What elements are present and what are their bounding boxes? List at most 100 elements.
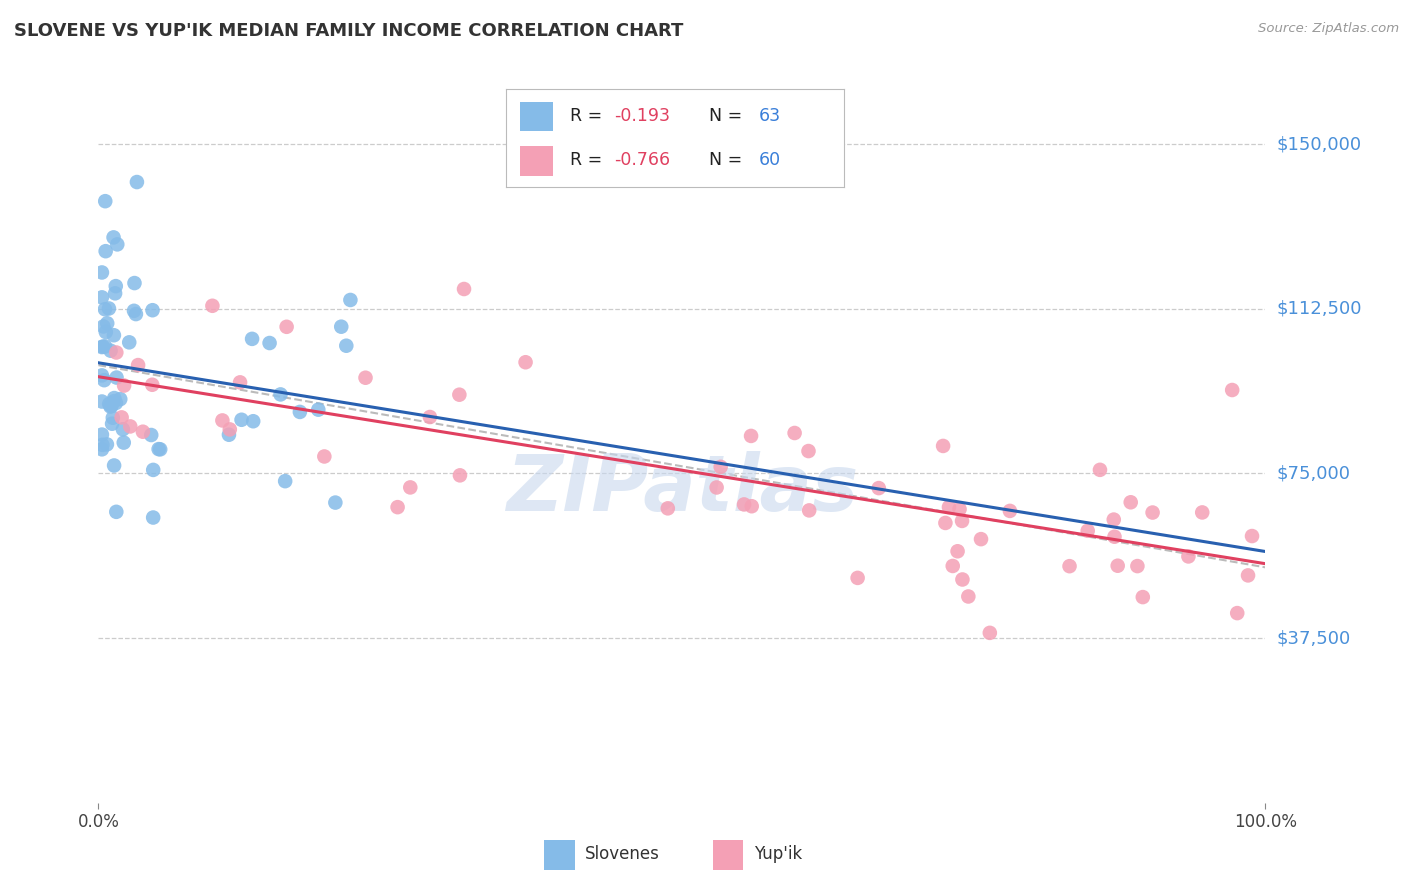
Point	[120, 419, 142, 434]
FancyBboxPatch shape	[520, 146, 554, 176]
Point	[970, 532, 993, 546]
Point	[325, 495, 347, 509]
Point	[1059, 559, 1081, 574]
Point	[387, 500, 409, 515]
Point	[118, 335, 141, 350]
Point	[1119, 495, 1142, 509]
Point	[932, 439, 955, 453]
Point	[419, 410, 441, 425]
Point	[1142, 506, 1164, 520]
Text: Slovenes: Slovenes	[585, 845, 659, 863]
Point	[399, 480, 422, 494]
Point	[103, 230, 125, 244]
Point	[218, 422, 240, 436]
Point	[93, 319, 115, 334]
Point	[103, 328, 125, 343]
Point	[1107, 558, 1129, 573]
Text: N =: N =	[709, 107, 748, 125]
Point	[741, 500, 763, 514]
Point	[141, 377, 163, 392]
Point	[657, 501, 679, 516]
Point	[740, 429, 762, 443]
Text: R =: R =	[571, 107, 607, 125]
Point	[948, 502, 970, 516]
Point	[783, 425, 806, 440]
Point	[1077, 524, 1099, 538]
Point	[90, 340, 112, 354]
Point	[515, 355, 537, 369]
Point	[846, 571, 869, 585]
Point	[111, 410, 134, 425]
Text: R =: R =	[571, 151, 607, 169]
Point	[1104, 530, 1126, 544]
Point	[270, 387, 292, 401]
FancyBboxPatch shape	[713, 840, 744, 870]
Point	[94, 302, 117, 317]
Text: $150,000: $150,000	[1277, 135, 1361, 153]
Point	[105, 370, 128, 384]
Point	[101, 410, 124, 425]
Point	[142, 510, 165, 524]
Point	[335, 339, 357, 353]
Point	[132, 425, 155, 439]
Point	[103, 394, 125, 409]
Point	[952, 573, 974, 587]
Point	[946, 544, 969, 558]
Point	[125, 175, 148, 189]
Point	[90, 265, 112, 279]
Point	[242, 414, 264, 428]
Text: N =: N =	[709, 151, 748, 169]
Point	[274, 474, 297, 488]
Point	[998, 504, 1021, 518]
Point	[103, 458, 125, 473]
Point	[1220, 383, 1243, 397]
Point	[288, 405, 311, 419]
Point	[100, 400, 122, 414]
Point	[90, 394, 112, 409]
Text: 63: 63	[759, 107, 782, 125]
Point	[276, 319, 298, 334]
Point	[141, 303, 163, 318]
Point	[231, 413, 253, 427]
Point	[710, 459, 733, 474]
Point	[94, 325, 117, 339]
Point	[1088, 463, 1111, 477]
Point	[314, 450, 336, 464]
Point	[112, 435, 135, 450]
Point	[453, 282, 475, 296]
Point	[799, 503, 821, 517]
Point	[96, 316, 118, 330]
FancyBboxPatch shape	[544, 840, 575, 870]
Point	[122, 303, 145, 318]
Text: Source: ZipAtlas.com: Source: ZipAtlas.com	[1258, 22, 1399, 36]
Point	[94, 194, 117, 209]
Point	[868, 481, 890, 495]
Point	[105, 505, 128, 519]
Point	[104, 279, 127, 293]
Point	[957, 590, 980, 604]
Point	[149, 442, 172, 457]
Point	[1132, 590, 1154, 604]
Point	[950, 514, 973, 528]
Point	[98, 397, 121, 411]
Point	[259, 336, 281, 351]
Point	[733, 498, 755, 512]
Point	[100, 343, 122, 358]
Point	[942, 558, 965, 573]
Point	[101, 417, 124, 431]
Point	[1237, 568, 1260, 582]
Point	[90, 442, 112, 457]
Point	[307, 402, 329, 417]
Text: $37,500: $37,500	[1277, 629, 1351, 647]
Point	[706, 480, 728, 494]
Point	[96, 437, 118, 451]
Point	[104, 286, 127, 301]
Point	[104, 396, 127, 410]
Point	[110, 392, 132, 406]
Point	[94, 244, 117, 259]
Point	[240, 332, 263, 346]
Point	[148, 442, 170, 456]
Point	[1177, 549, 1199, 564]
Text: Yup'ik: Yup'ik	[754, 845, 801, 863]
Point	[1240, 529, 1263, 543]
